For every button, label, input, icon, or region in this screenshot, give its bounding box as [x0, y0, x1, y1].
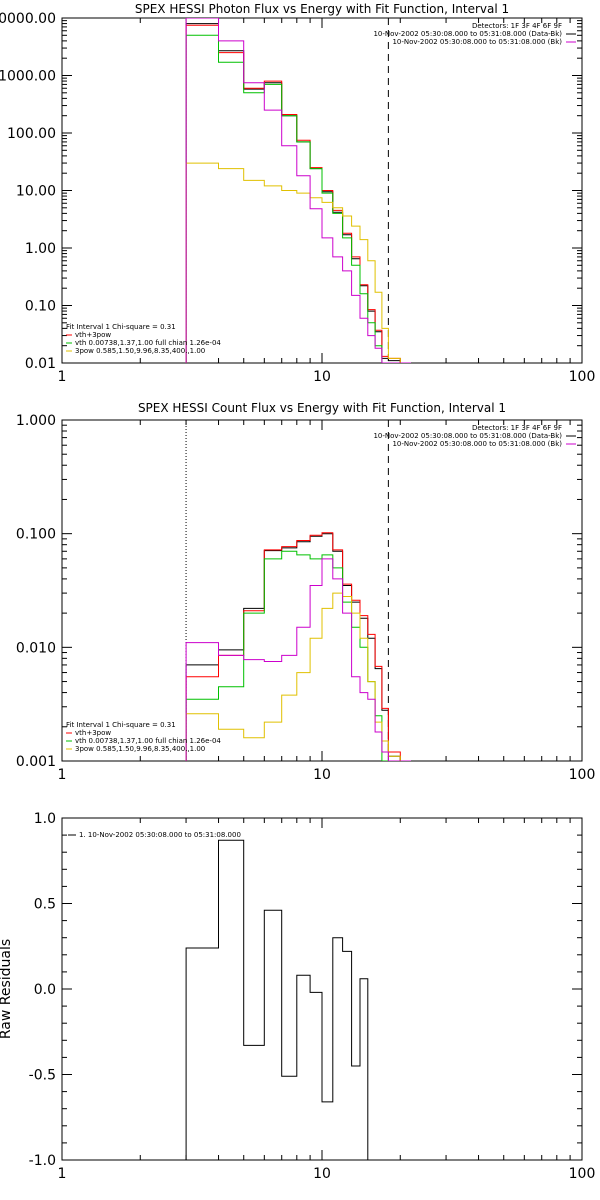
y-tick-label: 0.01	[25, 356, 56, 372]
y-tick-label: 1.000	[16, 413, 56, 429]
chart-panel-2: SPEX HESSI Count Flux vs Energy with Fit…	[16, 401, 595, 783]
y-tick-label: -0.5	[29, 1068, 56, 1084]
series-line-1	[185, 533, 411, 761]
legend-entry: Fit Interval 1 Chi-square = 0.31	[66, 721, 176, 729]
series-line-1	[185, 839, 369, 1160]
y-tick-label: 1.00	[25, 241, 56, 257]
series-line-5	[185, 18, 411, 363]
y-tick-label: 10000.00	[0, 11, 56, 27]
y-tick-label: 0.5	[34, 897, 56, 913]
y-axis-label: Raw Residuals	[0, 939, 14, 1039]
y-tick-label: 0.10	[25, 299, 56, 315]
chart-title: SPEX HESSI Photon Flux vs Energy with Fi…	[135, 2, 509, 16]
y-tick-label: 0.001	[16, 754, 56, 770]
legend-entry: 1. 10-Nov-2002 05:30:08.000 to 05:31:08.…	[79, 831, 241, 839]
x-tick-label: 1	[58, 1166, 67, 1182]
legend-entry: 3pow 0.585,1.50,9.96,8.35,400.,1.00	[75, 347, 205, 355]
chart-title: SPEX HESSI Count Flux vs Energy with Fit…	[138, 401, 506, 415]
legend-entry: 10-Nov-2002 05:30:08.000 to 05:31:08.000…	[392, 440, 562, 448]
series-group	[185, 532, 411, 761]
y-tick-label: 10.00	[16, 184, 56, 200]
legend-entry: 10-Nov-2002 05:30:08.000 to 05:31:08.000…	[373, 30, 562, 38]
x-tick-label: 10	[313, 369, 331, 385]
series-line-3	[185, 34, 411, 363]
legend-entry: 10-Nov-2002 05:30:08.000 to 05:31:08.000…	[392, 38, 562, 46]
series-group	[185, 839, 369, 1160]
legend-entry: vth 0.00738,1.37,1.00 full chian 1.26e-0…	[75, 737, 221, 745]
x-tick-label: 10	[313, 767, 331, 783]
y-tick-label: 0.0	[34, 982, 56, 998]
legend-entry: Detectors: 1F 3F 4F 6F 9F	[472, 424, 562, 432]
chart-panel-1: SPEX HESSI Photon Flux vs Energy with Fi…	[0, 2, 595, 385]
plot-frame	[61, 817, 583, 1161]
y-tick-label: 1000.00	[0, 69, 56, 85]
legend-entry: vth+3pow	[75, 729, 111, 737]
x-tick-label: 100	[569, 1166, 596, 1182]
x-tick-label: 100	[569, 369, 596, 385]
series-line-4	[185, 592, 411, 761]
x-tick-label: 1	[58, 767, 67, 783]
legend-entry: Fit Interval 1 Chi-square = 0.31	[66, 323, 176, 331]
legend-entry: Detectors: 1F 3F 4F 6F 9F	[472, 22, 562, 30]
series-line-2	[185, 24, 411, 363]
series-line-5	[185, 558, 411, 761]
y-tick-label: 1.0	[34, 811, 56, 827]
legend-entry: vth 0.00738,1.37,1.00 full chian 1.26e-0…	[75, 339, 221, 347]
y-tick-label: 0.010	[16, 640, 56, 656]
plot-frame	[61, 419, 583, 762]
series-group	[185, 18, 411, 363]
x-tick-label: 1	[58, 369, 67, 385]
x-tick-label: 10	[313, 1166, 331, 1182]
chart-panel-3: 1 10 100 -1.0 -0.5 0.0 0.5 1.0 Raw Residuals 1. 1…	[0, 811, 595, 1182]
legend-entry: 10-Nov-2002 05:30:08.000 to 05:31:08.000…	[373, 432, 562, 440]
series-line-2	[185, 532, 411, 761]
y-tick-label: 100.00	[7, 126, 56, 142]
series-line-4	[185, 162, 411, 363]
y-tick-label: -1.0	[29, 1153, 56, 1169]
legend-entry: 3pow 0.585,1.50,9.96,8.35,400.,1.00	[75, 745, 205, 753]
y-tick-label: 0.100	[16, 527, 56, 543]
x-tick-label: 100	[569, 767, 596, 783]
legend-entry: vth+3pow	[75, 331, 111, 339]
